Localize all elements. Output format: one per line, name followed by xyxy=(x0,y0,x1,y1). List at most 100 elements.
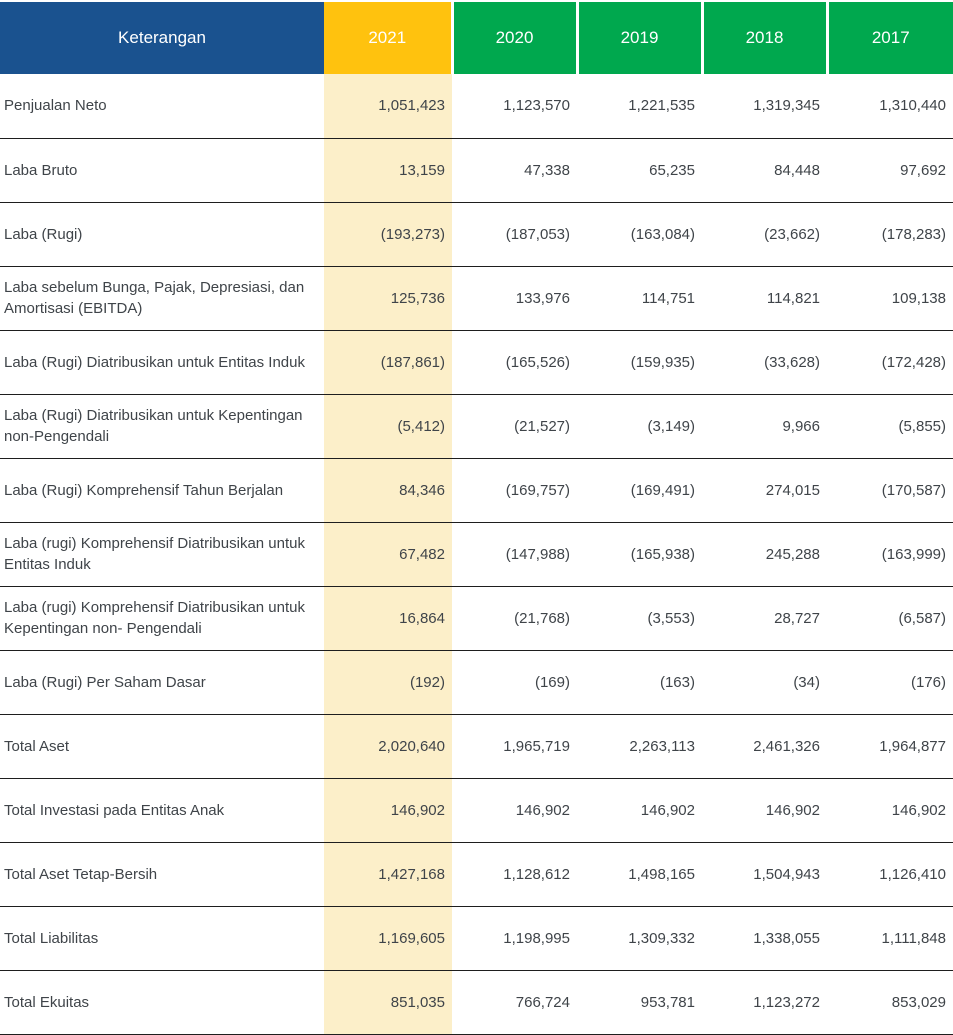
value-2017: (170,587) xyxy=(881,481,946,499)
value-2018: (23,662) xyxy=(764,225,820,243)
row-label: Laba (rugi) Komprehensif Diatribusikan u… xyxy=(4,599,305,637)
value-2020: (21,768) xyxy=(514,609,570,627)
value-2021: 2,020,640 xyxy=(324,714,452,778)
value-2021: 67,482 xyxy=(324,522,452,586)
table-row: Total Liabilitas 1,169,605 1,198,995 1,309,… xyxy=(0,906,953,970)
value-2020: (165,526) xyxy=(505,353,570,371)
row-label: Total Investasi pada Entitas Anak xyxy=(4,801,225,819)
value-2019: 953,781 xyxy=(640,993,695,1011)
column-header-2019: 2019 xyxy=(575,2,702,74)
value-2018: 84,448 xyxy=(774,161,820,179)
column-header-keterangan: Keterangan xyxy=(0,2,324,74)
table-row: Total Aset 2,020,640 1,965,719 2,263,113 2,4… xyxy=(0,714,953,778)
value-2019: 65,235 xyxy=(649,161,695,179)
value-2021: 146,902 xyxy=(324,778,452,842)
value-2021: 84,346 xyxy=(324,458,452,522)
column-header-2021: 2021 xyxy=(324,2,452,74)
table-row: Laba sebelum Bunga, Pajak, Depresiasi, d… xyxy=(0,266,953,330)
row-label: Laba sebelum Bunga, Pajak, Depresiasi, d… xyxy=(4,279,305,317)
row-label: Laba (Rugi) xyxy=(4,225,83,243)
value-2019: (169,491) xyxy=(630,481,695,499)
value-2021: 1,427,168 xyxy=(324,842,452,906)
value-2019: (163,084) xyxy=(630,225,695,243)
value-2020: 133,976 xyxy=(515,289,570,307)
table-row: Laba Bruto 13,159 47,338 65,235 84,448 97,692 xyxy=(0,138,953,202)
value-2017: 146,902 xyxy=(891,801,946,819)
value-2019: 1,221,535 xyxy=(628,97,695,115)
value-2018: (34) xyxy=(793,673,820,691)
value-2018: 1,319,345 xyxy=(753,97,820,115)
value-2018: 114,821 xyxy=(766,289,820,307)
value-2020: (147,988) xyxy=(505,545,570,563)
row-label: Laba (Rugi) Diatribusikan untuk Kepentin… xyxy=(4,407,303,445)
value-2020: (187,053) xyxy=(505,225,570,243)
value-2018: 1,338,055 xyxy=(753,929,820,947)
value-2019: 114,751 xyxy=(641,289,695,307)
table-row: Laba (rugi) Komprehensif Diatribusikan u… xyxy=(0,586,953,650)
value-2020: (169) xyxy=(534,673,570,691)
value-2020: 766,724 xyxy=(515,993,570,1011)
table-row: Laba (Rugi) Per Saham Dasar (192) (169) (16… xyxy=(0,650,953,714)
value-2018: 1,123,272 xyxy=(753,993,820,1011)
value-2019: (159,935) xyxy=(630,353,695,371)
table-row: Laba (Rugi) Diatribusikan untuk Kepentin… xyxy=(0,394,953,458)
value-2019: (163) xyxy=(659,673,695,691)
value-2019: (3,149) xyxy=(647,417,695,435)
value-2021: (5,412) xyxy=(324,394,452,458)
value-2021: 1,169,605 xyxy=(324,906,452,970)
value-2020: 1,128,612 xyxy=(503,865,570,883)
value-2019: 1,498,165 xyxy=(628,865,695,883)
row-label: Laba Bruto xyxy=(4,161,78,179)
value-2018: 274,015 xyxy=(765,481,820,499)
value-2021: (193,273) xyxy=(324,202,452,266)
value-2020: (21,527) xyxy=(514,417,570,435)
value-2017: 109,138 xyxy=(891,289,946,307)
column-header-2017: 2017 xyxy=(825,2,953,74)
value-2019: 2,263,113 xyxy=(629,737,695,755)
value-2018: (33,628) xyxy=(764,353,820,371)
row-label: Laba (rugi) Komprehensif Diatribusikan u… xyxy=(4,535,305,573)
value-2017: 1,310,440 xyxy=(879,97,946,115)
value-2017: (178,283) xyxy=(881,225,946,243)
table-row: Laba (Rugi) (193,273) (187,053) (163,084) (2… xyxy=(0,202,953,266)
value-2020: 146,902 xyxy=(515,801,570,819)
header-row: Keterangan 2021 2020 2019 2018 2017 xyxy=(0,2,953,74)
value-2021: 13,159 xyxy=(324,138,452,202)
table-row: Laba (rugi) Komprehensif Diatribusikan u… xyxy=(0,522,953,586)
table-row: Penjualan Neto 1,051,423 1,123,570 1,221,53… xyxy=(0,74,953,138)
row-label: Laba (Rugi) Per Saham Dasar xyxy=(4,673,206,691)
value-2018: 28,727 xyxy=(774,609,820,627)
value-2018: 1,504,943 xyxy=(753,865,820,883)
value-2017: (5,855) xyxy=(898,417,946,435)
row-label: Total Liabilitas xyxy=(4,929,99,947)
value-2017: 97,692 xyxy=(900,161,946,179)
value-2017: 1,111,848 xyxy=(881,929,946,947)
table-row: Laba (Rugi) Komprehensif Tahun Berjalan 8… xyxy=(0,458,953,522)
value-2021: 125,736 xyxy=(324,266,452,330)
value-2020: 1,198,995 xyxy=(503,929,570,947)
value-2020: 1,123,570 xyxy=(503,97,570,115)
value-2020: 1,965,719 xyxy=(503,737,570,755)
table-body: Penjualan Neto 1,051,423 1,123,570 1,221,53… xyxy=(0,74,953,1034)
table-row: Laba (Rugi) Diatribusikan untuk Entitas … xyxy=(0,330,953,394)
table-row: Total Investasi pada Entitas Anak 146,902… xyxy=(0,778,953,842)
row-label: Laba (Rugi) Diatribusikan untuk Entitas … xyxy=(4,353,305,371)
value-2019: (3,553) xyxy=(647,609,695,627)
column-header-2020: 2020 xyxy=(450,2,577,74)
value-2017: 1,964,877 xyxy=(879,737,946,755)
value-2017: 1,126,410 xyxy=(879,865,946,883)
value-2021: 16,864 xyxy=(324,586,452,650)
value-2018: 245,288 xyxy=(765,545,820,563)
table-row: Total Aset Tetap-Bersih 1,427,168 1,128,61… xyxy=(0,842,953,906)
value-2017: (163,999) xyxy=(881,545,946,563)
value-2019: (165,938) xyxy=(630,545,695,563)
value-2018: 146,902 xyxy=(765,801,820,819)
value-2020: 47,338 xyxy=(524,161,570,179)
row-label: Total Ekuitas xyxy=(4,993,90,1011)
value-2019: 146,902 xyxy=(640,801,695,819)
value-2017: 853,029 xyxy=(891,993,946,1011)
row-label: Laba (Rugi) Komprehensif Tahun Berjalan xyxy=(4,481,284,499)
row-label: Penjualan Neto xyxy=(4,97,107,115)
